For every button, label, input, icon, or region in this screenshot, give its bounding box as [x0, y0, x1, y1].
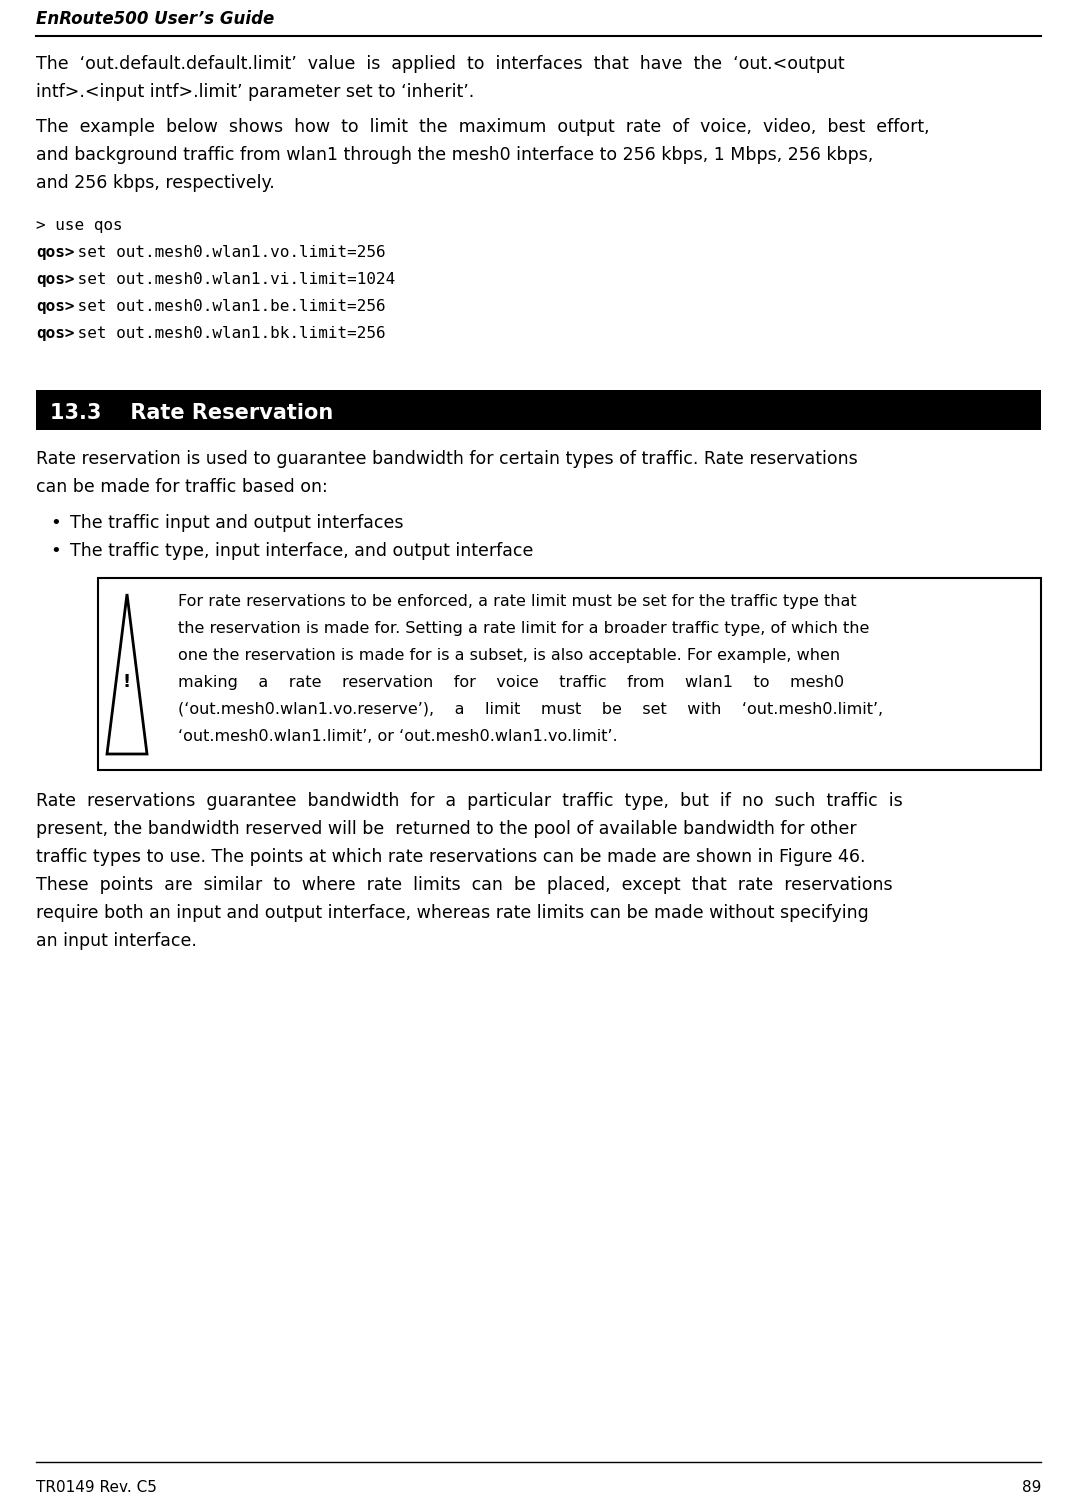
Text: •: •	[50, 513, 61, 531]
Text: The traffic type, input interface, and output interface: The traffic type, input interface, and o…	[70, 542, 533, 560]
Text: qos>: qos>	[36, 246, 75, 260]
Text: The traffic input and output interfaces: The traffic input and output interfaces	[70, 513, 404, 531]
FancyBboxPatch shape	[36, 391, 1041, 430]
Text: These  points  are  similar  to  where  rate  limits  can  be  placed,  except  : These points are similar to where rate l…	[36, 876, 892, 894]
Text: 89: 89	[1022, 1481, 1041, 1496]
Text: an input interface.: an input interface.	[36, 933, 197, 951]
Text: > use qos: > use qos	[36, 219, 122, 234]
Text: one the reservation is made for is a subset, is also acceptable. For example, wh: one the reservation is made for is a sub…	[178, 648, 840, 663]
Text: ‘out.mesh0.wlan1.limit’, or ‘out.mesh0.wlan1.vo.limit’.: ‘out.mesh0.wlan1.limit’, or ‘out.mesh0.w…	[178, 729, 618, 744]
FancyBboxPatch shape	[99, 578, 1041, 769]
Text: traffic types to use. The points at which rate reservations can be made are show: traffic types to use. The points at whic…	[36, 847, 865, 865]
Text: !: !	[123, 674, 131, 692]
Text: 13.3    Rate Reservation: 13.3 Rate Reservation	[50, 403, 333, 424]
Text: qos>: qos>	[36, 326, 75, 341]
Text: making    a    rate    reservation    for    voice    traffic    from    wlan1  : making a rate reservation for voice traf…	[178, 675, 844, 690]
Text: and 256 kbps, respectively.: and 256 kbps, respectively.	[36, 174, 275, 192]
Text: present, the bandwidth reserved will be  returned to the pool of available bandw: present, the bandwidth reserved will be …	[36, 820, 857, 838]
Text: The  ‘out.default.default.limit’  value  is  applied  to  interfaces  that  have: The ‘out.default.default.limit’ value is…	[36, 55, 845, 73]
Text: EnRoute500 User’s Guide: EnRoute500 User’s Guide	[36, 10, 274, 28]
Text: the reservation is made for. Setting a rate limit for a broader traffic type, of: the reservation is made for. Setting a r…	[178, 621, 870, 636]
Text: For rate reservations to be enforced, a rate limit must be set for the traffic t: For rate reservations to be enforced, a …	[178, 594, 857, 609]
Text: set out.mesh0.wlan1.vi.limit=1024: set out.mesh0.wlan1.vi.limit=1024	[67, 272, 395, 287]
Text: (‘out.mesh0.wlan1.vo.reserve’),    a    limit    must    be    set    with    ‘o: (‘out.mesh0.wlan1.vo.reserve’), a limit …	[178, 702, 884, 717]
Text: qos>: qos>	[36, 272, 75, 287]
Text: Rate  reservations  guarantee  bandwidth  for  a  particular  traffic  type,  bu: Rate reservations guarantee bandwidth fo…	[36, 792, 903, 810]
Text: •: •	[50, 542, 61, 560]
Text: TR0149 Rev. C5: TR0149 Rev. C5	[36, 1481, 156, 1496]
Text: set out.mesh0.wlan1.be.limit=256: set out.mesh0.wlan1.be.limit=256	[67, 299, 386, 314]
Text: set out.mesh0.wlan1.bk.limit=256: set out.mesh0.wlan1.bk.limit=256	[67, 326, 386, 341]
Text: require both an input and output interface, whereas rate limits can be made with: require both an input and output interfa…	[36, 904, 869, 922]
Text: intf>.<input intf>.limit’ parameter set to ‘inherit’.: intf>.<input intf>.limit’ parameter set …	[36, 82, 474, 100]
Text: Rate reservation is used to guarantee bandwidth for certain types of traffic. Ra: Rate reservation is used to guarantee ba…	[36, 451, 858, 469]
Text: set out.mesh0.wlan1.vo.limit=256: set out.mesh0.wlan1.vo.limit=256	[67, 246, 386, 260]
Text: The  example  below  shows  how  to  limit  the  maximum  output  rate  of  voic: The example below shows how to limit the…	[36, 118, 930, 136]
Text: qos>: qos>	[36, 299, 75, 314]
Text: can be made for traffic based on:: can be made for traffic based on:	[36, 478, 328, 496]
Text: and background traffic from wlan1 through the mesh0 interface to 256 kbps, 1 Mbp: and background traffic from wlan1 throug…	[36, 147, 873, 165]
